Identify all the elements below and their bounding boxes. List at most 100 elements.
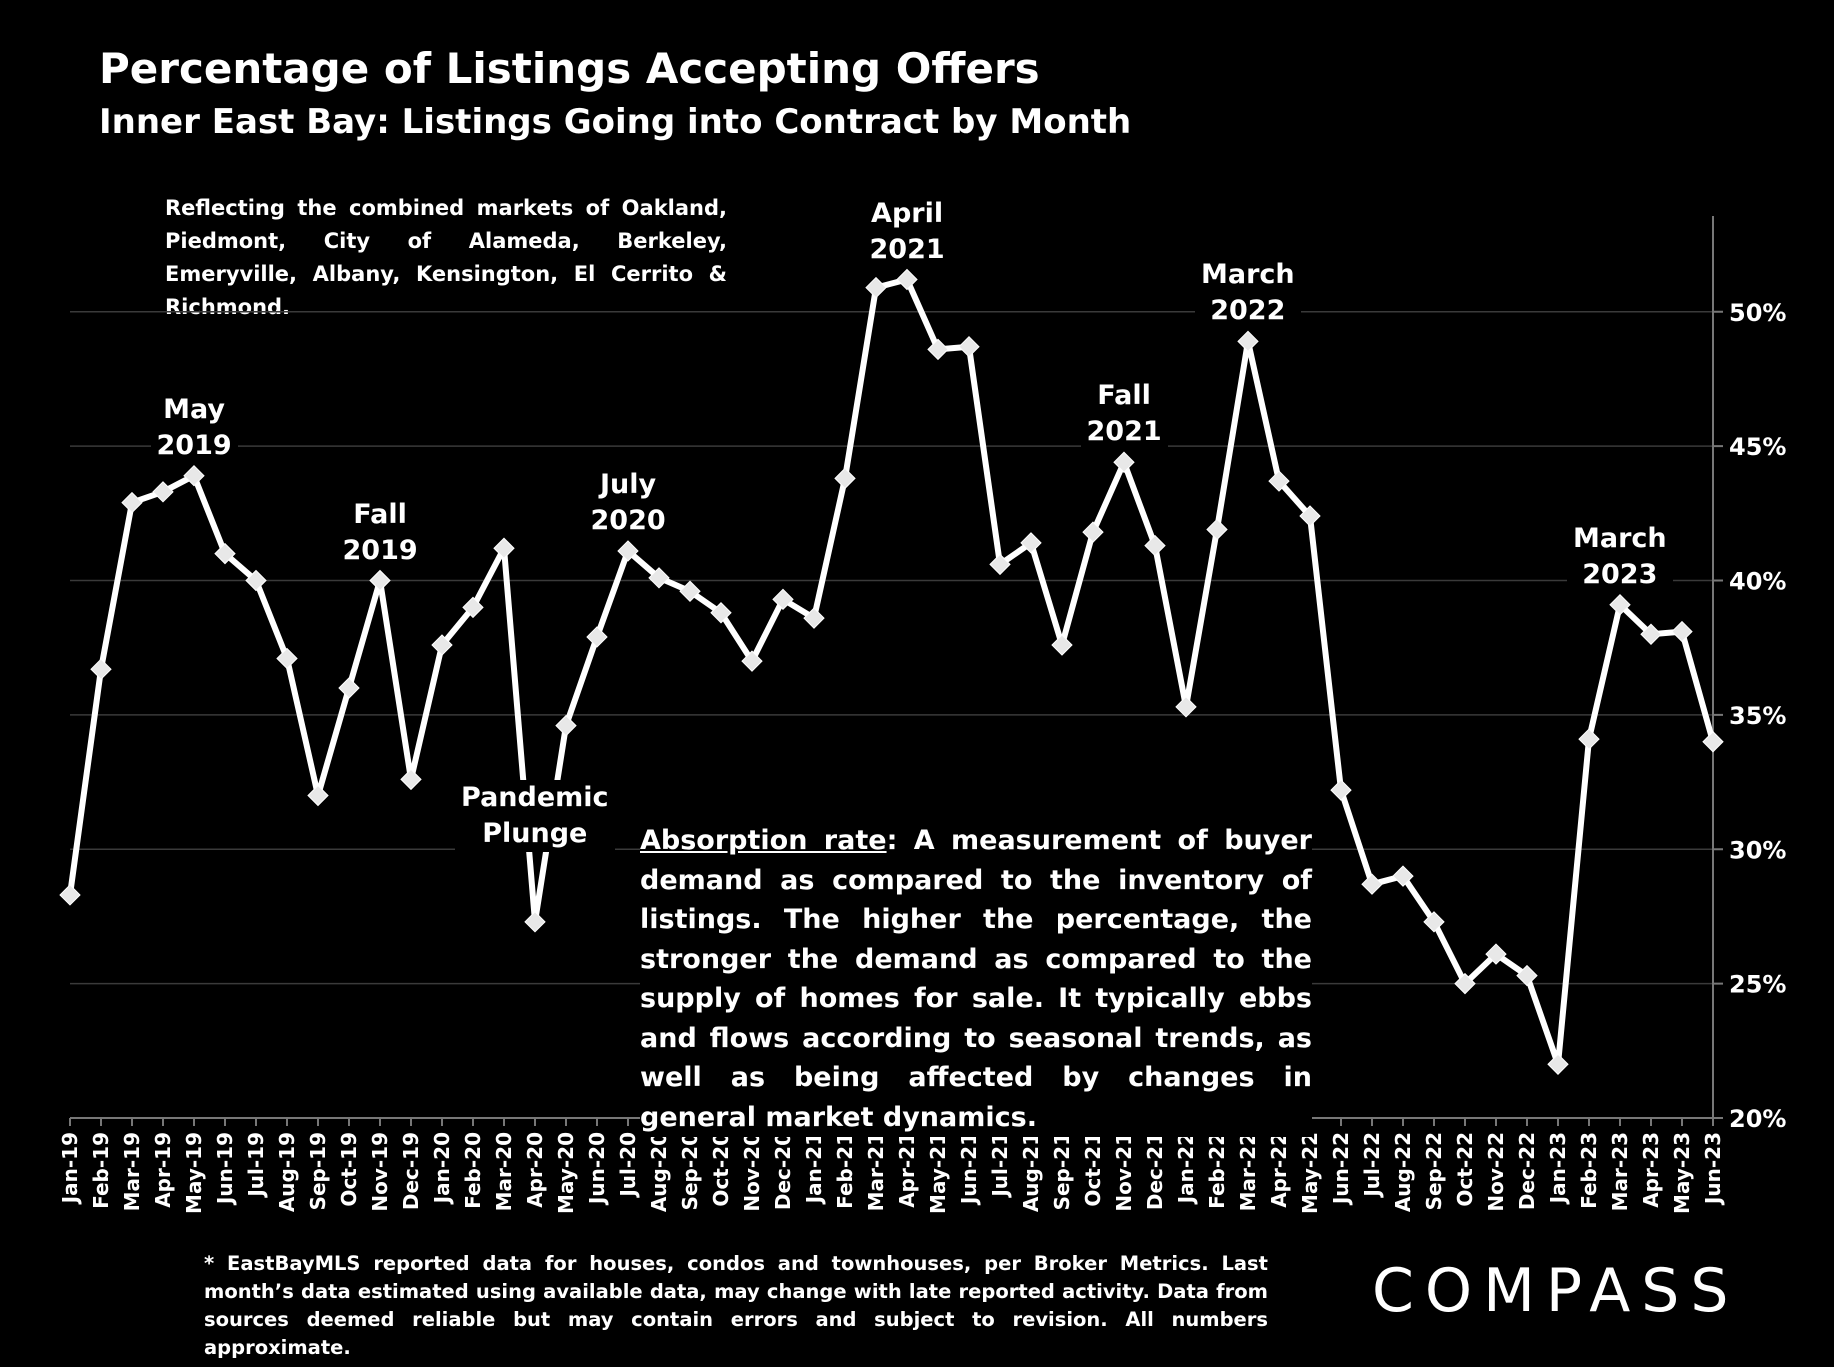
- data-point: [1671, 620, 1693, 643]
- x-tick-label: May-20: [554, 1132, 578, 1214]
- data-point: [338, 677, 360, 699]
- x-tick-label: Feb-21: [833, 1132, 857, 1209]
- data-point: [555, 714, 577, 737]
- x-tick-label: Jan-23: [1546, 1132, 1570, 1205]
- data-point: [710, 602, 732, 624]
- data-point: [245, 569, 267, 592]
- data-point: [493, 537, 515, 559]
- annotation-label: May 2019: [150, 391, 238, 464]
- data-point: [927, 338, 949, 361]
- data-point: [896, 268, 918, 291]
- y-tick-label: 40%: [1729, 568, 1786, 596]
- x-tick-label: Aug-20: [647, 1132, 671, 1212]
- x-tick-label: May-22: [1298, 1132, 1322, 1214]
- data-point: [1392, 865, 1414, 887]
- annotation-label: Fall 2021: [1080, 378, 1168, 451]
- data-point: [1361, 873, 1383, 895]
- annotation-line: May: [163, 393, 225, 425]
- data-point: [90, 658, 112, 680]
- data-point: [121, 491, 143, 514]
- annotation-line: Plunge: [482, 817, 588, 849]
- x-tick-label: Nov-22: [1484, 1132, 1508, 1212]
- x-tick-label: Oct-22: [1453, 1132, 1477, 1207]
- y-tick-label: 35%: [1729, 702, 1786, 730]
- x-tick-label: Dec-20: [771, 1132, 795, 1210]
- x-tick-label: Jan-19: [58, 1132, 82, 1205]
- x-tick-label: Mar-23: [1608, 1132, 1632, 1211]
- x-tick-label: Jun-23: [1701, 1132, 1725, 1206]
- data-point: [1268, 470, 1290, 492]
- x-tick-label: Dec-21: [1143, 1132, 1167, 1210]
- data-point: [1702, 731, 1724, 753]
- data-point: [276, 647, 298, 670]
- data-point: [214, 542, 236, 565]
- x-tick-label: Jun-21: [957, 1132, 981, 1206]
- data-point: [1578, 728, 1600, 750]
- data-point: [989, 553, 1011, 576]
- x-tick-label: Jun-19: [213, 1132, 237, 1206]
- data-point: [1051, 634, 1073, 656]
- x-tick-label: Aug-21: [1019, 1132, 1043, 1212]
- data-point: [1547, 1053, 1569, 1075]
- y-tick-label: 20%: [1729, 1105, 1786, 1133]
- x-tick-label: Jan-21: [802, 1132, 826, 1205]
- data-point: [1299, 505, 1321, 527]
- x-tick-label: May-19: [182, 1132, 206, 1214]
- data-point: [1454, 972, 1476, 995]
- chart-subtitle: Inner East Bay: Listings Going into Cont…: [99, 102, 1132, 142]
- data-point: [1330, 779, 1352, 801]
- x-tick-label: Jan-22: [1174, 1132, 1198, 1205]
- data-point: [865, 276, 887, 299]
- data-points: [59, 268, 1724, 1075]
- x-tick-label: Apr-22: [1267, 1132, 1291, 1208]
- data-point: [1609, 593, 1631, 616]
- x-tick-label: Sep-20: [678, 1132, 702, 1210]
- x-tick-label: Feb-22: [1205, 1132, 1229, 1209]
- data-point: [679, 580, 701, 602]
- data-point: [834, 467, 856, 490]
- x-tick-label: Jun-22: [1329, 1132, 1353, 1206]
- annotation-label: April 2021: [863, 195, 951, 268]
- x-tick-label: Feb-19: [89, 1132, 113, 1209]
- x-tick-label: Sep-22: [1422, 1132, 1446, 1210]
- annotation-line: 2019: [342, 534, 418, 566]
- x-tick-label: Mar-20: [492, 1132, 516, 1211]
- x-tick-label: May-21: [926, 1132, 950, 1214]
- annotation-line: 2022: [1210, 295, 1286, 327]
- x-tick-label: Apr-19: [151, 1132, 175, 1208]
- y-tick-labels: 20% 25% 30% 35% 40% 45% 50%: [1729, 299, 1786, 1133]
- x-tick-label: Sep-19: [306, 1132, 330, 1210]
- annotation-line: March: [1573, 522, 1667, 554]
- annotation-line: 2023: [1582, 558, 1658, 590]
- data-point: [183, 464, 205, 487]
- data-point: [152, 481, 174, 503]
- x-tick-label: Apr-20: [523, 1132, 547, 1208]
- data-point: [586, 626, 608, 648]
- annotation-label: Fall 2019: [336, 496, 424, 569]
- x-tick-label: Jul-20: [616, 1132, 640, 1199]
- x-tick-label: Aug-19: [275, 1132, 299, 1212]
- data-point: [1113, 451, 1135, 473]
- data-point: [958, 335, 980, 358]
- definition-term: Absorption rate: [640, 825, 887, 856]
- data-point: [400, 768, 422, 791]
- annotation-line: 2020: [590, 504, 666, 536]
- footnote: * EastBayMLS reported data for houses, c…: [204, 1252, 1268, 1359]
- annotation-line: 2021: [1086, 416, 1162, 448]
- x-tick-label: Nov-20: [740, 1132, 764, 1212]
- annotation-line: July: [600, 468, 657, 500]
- region-note: Reflecting the combined markets of Oakla…: [165, 196, 727, 319]
- annotation-label: Pandemic Plunge: [455, 779, 615, 852]
- x-tick-label: Apr-23: [1639, 1132, 1663, 1208]
- annotation-line: March: [1201, 259, 1295, 291]
- data-point: [648, 567, 670, 589]
- chart-title: Percentage of Listings Accepting Offers: [99, 44, 1040, 93]
- annotation-line: Fall: [1097, 380, 1151, 412]
- compass-logo: COMPASS: [1372, 1256, 1740, 1326]
- data-point: [617, 540, 639, 562]
- annotation-label: March 2022: [1195, 257, 1301, 330]
- x-tick-label: Mar-19: [120, 1132, 144, 1211]
- x-tick-label: Nov-21: [1112, 1132, 1136, 1212]
- y-tick-label: 45%: [1729, 433, 1786, 461]
- definition-text: : A measurement of buyer demand as compa…: [640, 825, 1312, 1133]
